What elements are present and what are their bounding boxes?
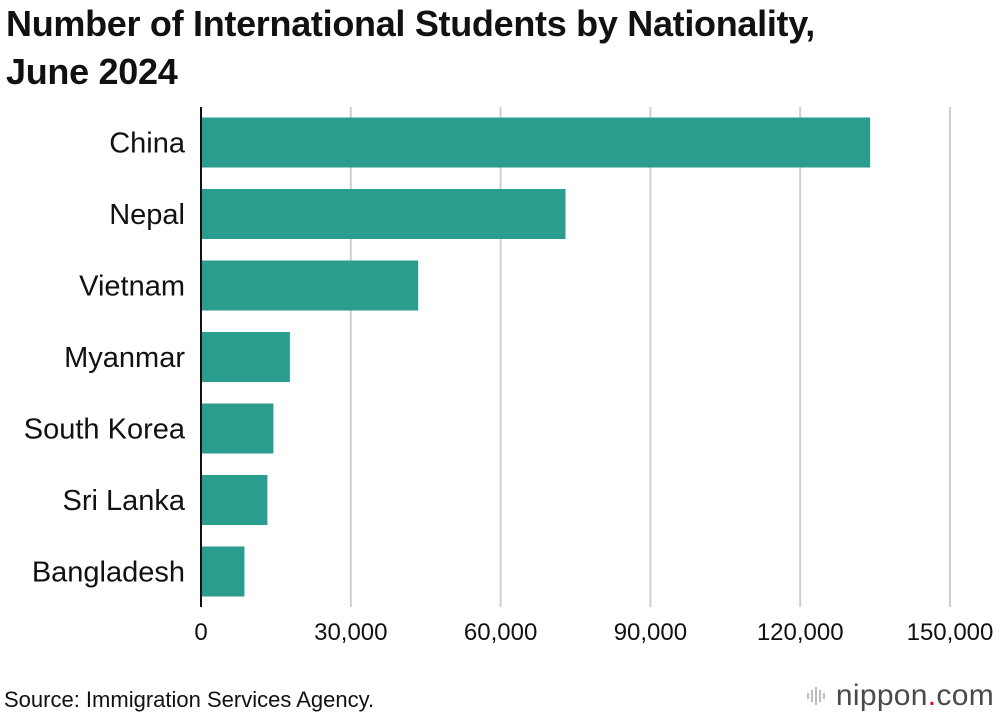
logo-wordmark: nippon.com [835,679,994,712]
bar [201,260,419,311]
category-label: South Korea [24,414,186,446]
x-tick-label: 30,000 [314,619,387,646]
category-label: Sri Lanka [62,485,185,517]
bar [201,117,871,168]
chart-title-line-2: June 2024 [6,51,178,92]
category-label: Nepal [109,199,185,231]
category-label: China [109,128,186,160]
bar [201,403,274,454]
category-label: Bangladesh [32,557,185,589]
x-tick-label: 120,000 [757,619,844,646]
category-label: Myanmar [64,342,185,374]
bar [201,332,290,382]
chart-title-line-1: Number of International Students by Nati… [6,3,815,44]
chart-title: Number of International Students by Nati… [6,0,996,96]
nippon-logo: nippon.com [806,678,994,714]
bar [201,189,566,239]
bar [201,475,268,525]
x-tick-label: 90,000 [614,619,687,646]
source-note: Source: Immigration Services Agency. [4,687,375,712]
sound-wave-icon [806,687,825,705]
x-tick-label: 0 [194,619,207,646]
category-label: Vietnam [79,271,185,303]
bar [201,546,245,597]
x-tick-label: 60,000 [464,619,537,646]
x-tick-label: 150,000 [907,619,994,646]
